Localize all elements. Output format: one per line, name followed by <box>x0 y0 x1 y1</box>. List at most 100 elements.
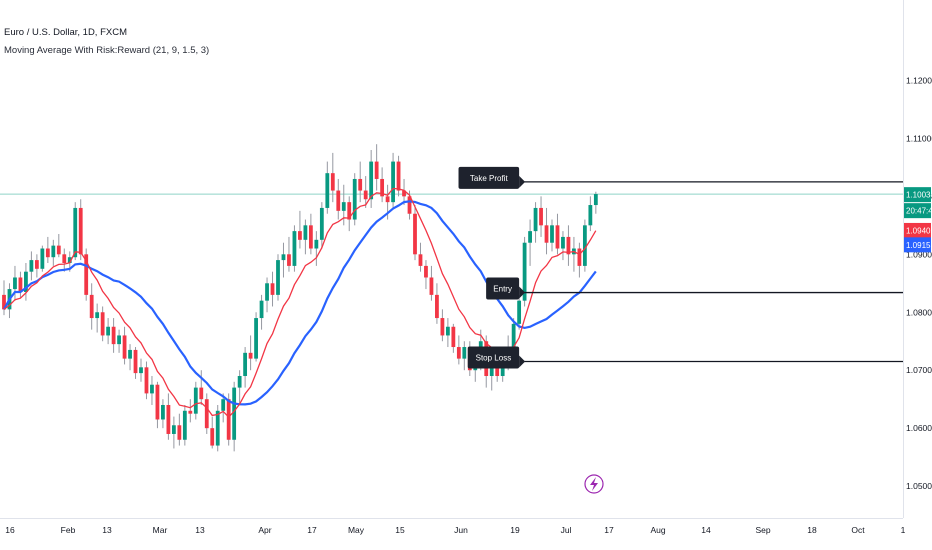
y-tick-label: 1.06000 <box>906 423 932 433</box>
x-tick-label: Jun <box>454 525 468 535</box>
candle-body <box>40 248 45 269</box>
candle-body <box>363 190 368 200</box>
candle <box>352 173 357 226</box>
candle <box>100 306 105 342</box>
candle <box>298 210 302 249</box>
price-tag-label: 1.09403 <box>906 226 932 235</box>
candle-body <box>555 225 560 249</box>
price-tag: 1.10038 <box>904 187 932 203</box>
y-tick-label: 1.08000 <box>906 307 932 317</box>
candle <box>171 416 176 449</box>
candle <box>144 361 149 400</box>
candle-body <box>67 257 72 263</box>
price-tag: 1.09155 <box>904 237 932 253</box>
candle-body <box>539 207 543 226</box>
candle <box>440 309 445 342</box>
x-tick-label: 1 <box>901 525 906 535</box>
candle-body <box>188 410 193 414</box>
candle <box>435 283 439 324</box>
candle-body <box>259 300 264 319</box>
candle-body <box>243 352 248 377</box>
level-label-box <box>458 166 520 189</box>
candle <box>84 248 89 301</box>
candle-body <box>550 225 554 243</box>
y-tick-label: 1.09000 <box>906 249 932 259</box>
candle-body <box>287 254 291 266</box>
indicator-title[interactable]: Moving Average With Risk:Reward (21, 9, … <box>4 45 210 56</box>
candle <box>544 207 549 255</box>
candle <box>462 341 467 371</box>
candle-body <box>544 225 549 243</box>
candle-body <box>34 260 39 269</box>
candle-body <box>24 271 28 292</box>
candle <box>73 202 78 261</box>
y-tick-label: 1.05000 <box>906 481 932 491</box>
candle <box>281 242 286 278</box>
candle <box>265 277 269 313</box>
candle <box>166 393 171 440</box>
candle-body <box>248 352 253 359</box>
candle <box>363 176 368 208</box>
x-tick-label: 15 <box>395 525 405 535</box>
candle-body <box>325 173 330 208</box>
x-tick-label: Jul <box>561 525 572 535</box>
candle-body <box>522 242 527 301</box>
x-tick-label: 18 <box>807 525 817 535</box>
candle <box>380 167 385 203</box>
candle-body <box>182 410 187 440</box>
candle-body <box>161 404 165 420</box>
candle <box>122 326 127 365</box>
candle <box>78 199 83 261</box>
candle <box>161 399 165 429</box>
candle <box>51 239 56 266</box>
candle-body <box>199 387 204 400</box>
candle-body <box>396 161 401 191</box>
candle-body <box>226 399 231 440</box>
candle-body <box>385 196 390 203</box>
candle <box>106 318 111 345</box>
candle-body <box>308 225 313 249</box>
price-axis[interactable]: 1.120001.110001.100001.090001.080001.070… <box>903 0 932 518</box>
candle <box>56 234 61 258</box>
candle <box>243 347 248 388</box>
candle <box>276 254 280 301</box>
candle-body <box>582 225 587 266</box>
candle-body <box>593 194 598 206</box>
candle <box>155 381 160 429</box>
candle-body <box>566 236 571 255</box>
candle-body <box>435 294 439 319</box>
candle <box>292 225 297 272</box>
candle-body <box>265 283 269 301</box>
candle <box>418 242 423 272</box>
level-take-profit: Take Profit <box>458 166 903 189</box>
candle-body <box>336 190 341 211</box>
x-tick-label: 16 <box>5 525 15 535</box>
price-axis-tags: 1.10038 20:47:48 1.09403 1.09155 <box>904 187 932 253</box>
candle <box>402 178 406 206</box>
candle-body <box>144 367 149 394</box>
level-entry: Entry <box>486 277 903 300</box>
candle-body <box>62 254 67 263</box>
level-label-arrow <box>519 355 526 368</box>
candle-body <box>13 277 17 290</box>
time-axis[interactable]: 16 Feb 13 Mar 13 Apr 17 May 15 Jun 19 Jul 17 Aug 14 Sep… <box>0 518 906 536</box>
candle <box>391 152 395 208</box>
candle <box>533 202 538 243</box>
symbol-title[interactable]: Euro / U.S. Dollar, 1D, FXCM <box>4 27 128 38</box>
candle <box>188 399 193 423</box>
candle <box>13 265 17 301</box>
candle <box>287 236 291 272</box>
price-tag-label: 1.10038 <box>906 191 932 200</box>
candle-body <box>84 254 89 295</box>
candle-body <box>193 387 198 414</box>
y-tick-label: 1.12000 <box>906 75 932 85</box>
price-tag-box <box>904 222 931 238</box>
candle <box>117 329 121 353</box>
candle-body <box>51 245 56 258</box>
candle <box>550 219 554 252</box>
flash-icon[interactable] <box>584 474 604 494</box>
candle-body <box>495 364 500 377</box>
candle <box>456 335 461 365</box>
candle-body <box>462 347 467 359</box>
